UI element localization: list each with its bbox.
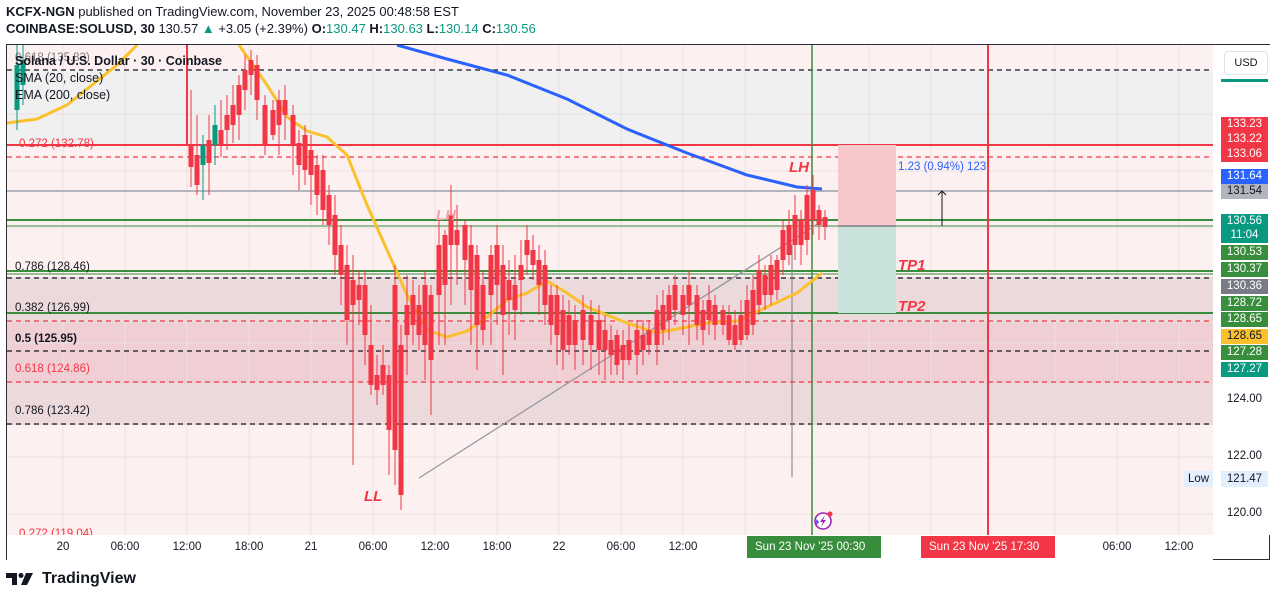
fib-label: 0.618 (124.86) bbox=[15, 363, 90, 375]
last-price: 130.57 bbox=[158, 21, 199, 36]
symbol-name: COINBASE:SOLUSD, 30 bbox=[6, 21, 155, 36]
publisher-name: KCFX-NGN bbox=[6, 4, 75, 19]
price-tick: 120.00 bbox=[1226, 507, 1263, 519]
legend-title[interactable]: Solana / U.S. Dollar · 30 · Coinbase bbox=[15, 54, 222, 68]
price-axis-label: 130.53 bbox=[1221, 245, 1268, 260]
fib-label: 0.272 (132.78) bbox=[19, 138, 94, 150]
open-value: 130.47 bbox=[326, 21, 366, 36]
low-value: 130.14 bbox=[438, 21, 479, 36]
close-label: C: bbox=[482, 21, 496, 36]
footer: TradingView bbox=[6, 570, 136, 588]
fib-label: 0.618 (135.83) bbox=[15, 52, 90, 64]
time-tick: 06:00 bbox=[606, 541, 636, 553]
time-tick: 06:00 bbox=[358, 541, 388, 553]
price-axis-label: 130.37 bbox=[1221, 262, 1268, 277]
time-crosshair-badge: Sun 23 Nov '25 17:30 bbox=[921, 536, 1055, 558]
time-tick: 06:00 bbox=[110, 541, 140, 553]
legend-sma[interactable]: SMA (20, close) bbox=[15, 71, 104, 85]
footer-brand: TradingView bbox=[42, 570, 136, 587]
price-axis-label: 133.06 bbox=[1221, 147, 1268, 162]
tp2-label: TP2 bbox=[898, 298, 926, 315]
chart-frame[interactable]: Solana / U.S. Dollar · 30 · Coinbase SMA… bbox=[6, 44, 1270, 561]
price-axis-label: 131.64 bbox=[1221, 169, 1268, 184]
currency-indicator bbox=[1221, 79, 1268, 82]
price-axis-label: 130.36 bbox=[1221, 279, 1268, 294]
publish-text: published on TradingView.com, November 2… bbox=[74, 4, 459, 19]
open-label: O: bbox=[311, 21, 327, 36]
price-axis-label: 133.23 bbox=[1221, 117, 1268, 132]
price-axis-label: 128.65 bbox=[1221, 329, 1268, 344]
time-tick: 18:00 bbox=[234, 541, 264, 553]
price-axis-label: 127.27 bbox=[1221, 362, 1268, 377]
price-axis-label: 131.54 bbox=[1221, 184, 1268, 199]
chart-legend: Solana / U.S. Dollar · 30 · Coinbase SMA… bbox=[15, 53, 222, 104]
time-tick: 18:00 bbox=[482, 541, 512, 553]
change-up-icon: ▲ bbox=[201, 21, 215, 36]
fib-label: 0.272 (119.04) bbox=[19, 528, 93, 535]
price-tick: 124.00 bbox=[1226, 393, 1263, 405]
time-tick: 12:00 bbox=[668, 541, 698, 553]
price-axis-label: 128.72 bbox=[1221, 296, 1268, 311]
high-value: 130.63 bbox=[383, 21, 423, 36]
symbol-info-bar: COINBASE:SOLUSD, 30 130.57 ▲ +3.05 (+2.3… bbox=[6, 21, 536, 36]
price-change: +3.05 (+2.39%) bbox=[218, 21, 308, 36]
price-axis-label: 130.56 bbox=[1221, 214, 1268, 229]
low-marker-label: Low bbox=[1184, 471, 1214, 487]
measure-label: 1.23 (0.94%) 123 bbox=[898, 161, 987, 173]
close-value: 130.56 bbox=[495, 21, 536, 36]
high-label: H: bbox=[369, 21, 384, 36]
time-scale[interactable]: 20 06:00 12:00 18:00 21 06:00 12:00 18:00 22 06:0… bbox=[7, 535, 1213, 561]
low-price-label: 121.47 bbox=[1221, 471, 1268, 487]
price-axis-label: 128.65 bbox=[1221, 312, 1268, 327]
chart-pane[interactable] bbox=[7, 45, 1213, 535]
price-axis-label: 11:04 bbox=[1221, 228, 1268, 243]
fib-label: 0.786 (123.42) bbox=[15, 405, 90, 417]
time-tick: 12:00 bbox=[172, 541, 202, 553]
price-axis-label: 133.22 bbox=[1221, 132, 1268, 147]
price-axis-label: 127.28 bbox=[1221, 345, 1268, 360]
tradingview-logo-icon bbox=[6, 573, 33, 585]
time-crosshair-badge: Sun 23 Nov '25 00:30 bbox=[747, 536, 881, 558]
time-tick: 20 bbox=[56, 541, 70, 553]
fib-label: 0.5 (125.95) bbox=[15, 333, 78, 345]
time-tick: 22 bbox=[552, 541, 566, 553]
lh-label: LH bbox=[789, 159, 809, 176]
lh-label: LH bbox=[436, 207, 456, 224]
currency-button[interactable]: USD bbox=[1224, 51, 1268, 75]
fib-label: 0.382 (126.99) bbox=[15, 302, 90, 314]
low-label: L: bbox=[426, 21, 439, 36]
fib-label: 0.786 (128.46) bbox=[15, 261, 90, 273]
time-tick: 12:00 bbox=[420, 541, 450, 553]
price-scale[interactable]: USD 133.23 133.22 133.06 131.64 131.54 130.56… bbox=[1213, 45, 1270, 535]
time-tick: 21 bbox=[304, 541, 318, 553]
bolt-alert-icon[interactable] bbox=[814, 511, 833, 530]
legend-ema[interactable]: EMA (200, close) bbox=[15, 88, 111, 102]
tp1-label: TP1 bbox=[898, 257, 926, 274]
price-tick: 122.00 bbox=[1226, 450, 1263, 462]
time-tick: 12:00 bbox=[1164, 541, 1194, 553]
time-tick: 06:00 bbox=[1102, 541, 1132, 553]
publish-info: KCFX-NGN published on TradingView.com, N… bbox=[6, 4, 459, 19]
ll-label: LL bbox=[364, 488, 383, 505]
